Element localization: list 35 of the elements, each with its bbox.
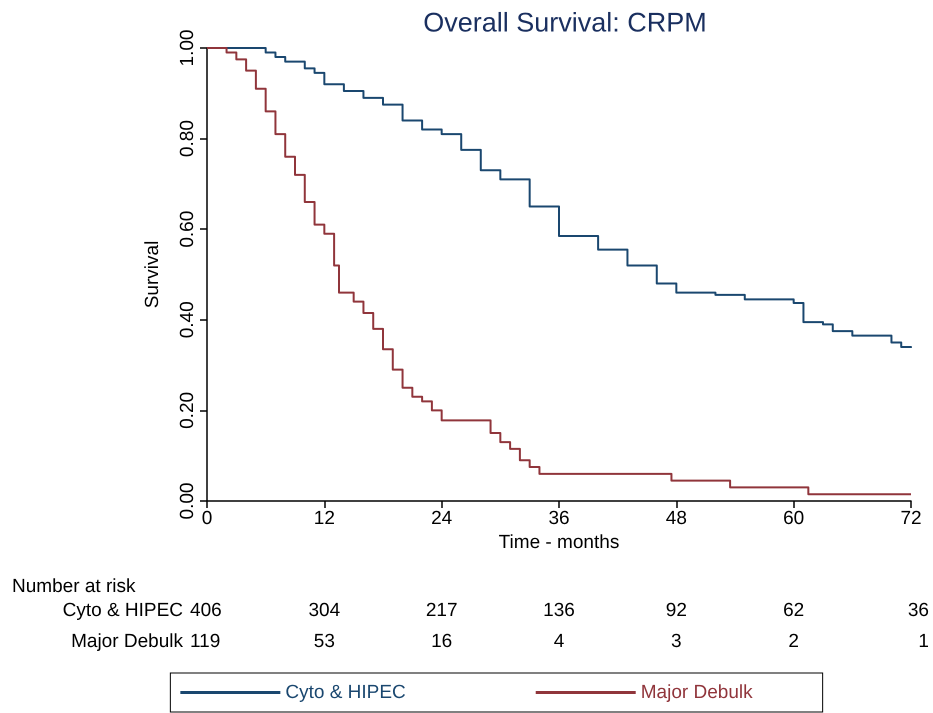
- text: 53: [314, 631, 335, 652]
- x-tick-label: 72: [900, 508, 922, 529]
- y-tick-label: 0.80: [177, 120, 198, 158]
- x-tick-label: 12: [314, 508, 335, 529]
- y-tick-label: 0.00: [177, 482, 198, 520]
- text: 2: [788, 631, 799, 652]
- text: 36: [908, 600, 929, 621]
- x-tick-label: 24: [431, 508, 453, 529]
- x-tick-label: 36: [548, 508, 570, 529]
- chart-title: Overall Survival: CRPM: [423, 8, 707, 38]
- x-tick-label: 48: [666, 508, 687, 529]
- text: 1: [918, 631, 929, 652]
- y-tick-label: 1.00: [177, 30, 198, 66]
- text: 136: [543, 600, 575, 621]
- y-axis-title: Survival: [142, 240, 163, 308]
- text: 119: [190, 631, 220, 652]
- y-tick-label: 0.40: [177, 301, 198, 338]
- text: 406: [190, 600, 222, 621]
- text: 217: [426, 600, 458, 621]
- text: 3: [671, 631, 682, 652]
- x-tick-label: 60: [783, 508, 804, 529]
- y-tick-label: 0.60: [177, 210, 198, 248]
- text: 62: [783, 600, 804, 621]
- text: 304: [308, 600, 341, 621]
- x-axis-title: Time - months: [498, 532, 620, 553]
- y-tick-label: 0.20: [177, 392, 198, 429]
- text: Cyto & HIPEC: [285, 682, 406, 703]
- text: Number at risk: [12, 576, 136, 597]
- text: 4: [554, 631, 565, 652]
- text: 92: [666, 600, 687, 621]
- text: 16: [431, 631, 452, 652]
- x-tick-label: 0: [202, 508, 212, 529]
- text: Major Debulk: [640, 682, 754, 703]
- text: Cyto & HIPEC: [62, 600, 183, 621]
- text: Major Debulk: [71, 631, 184, 652]
